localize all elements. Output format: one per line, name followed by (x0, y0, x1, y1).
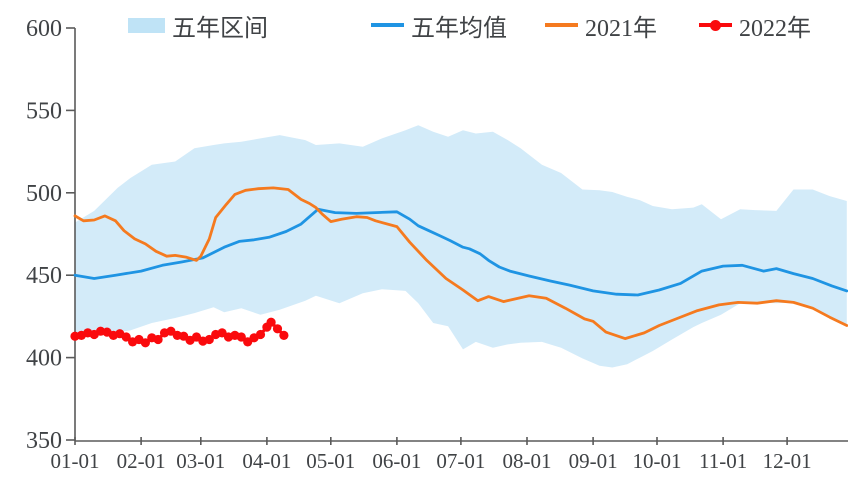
y-tick-label: 450 (26, 263, 62, 289)
x-tick-label: 12-01 (763, 449, 812, 473)
x-tick-label: 01-01 (51, 449, 100, 473)
y-tick-label: 600 (26, 16, 62, 42)
legend-item-range: 五年区间 (128, 8, 268, 42)
y2022-marker-dot (140, 338, 150, 348)
mean-line (73, 207, 848, 297)
line-marker-2022-swatch-icon (699, 19, 732, 31)
y2022-marker-dot (236, 332, 246, 342)
legend-item-2022: 2022年 (699, 8, 811, 42)
range-band-swatch-icon (128, 17, 165, 33)
x-tick-label: 10-01 (633, 449, 682, 473)
x-tick-label: 05-01 (306, 449, 355, 473)
y2021-line (73, 186, 848, 341)
x-tick-label: 08-01 (503, 449, 552, 473)
legend-label-2022: 2022年 (739, 15, 811, 42)
legend-label-mean: 五年均值 (411, 15, 507, 42)
x-tick-label: 06-01 (372, 449, 421, 473)
y2022-marker-dot (121, 332, 131, 342)
x-tick-label: 11-01 (699, 449, 747, 473)
x-tick-label: 09-01 (569, 449, 618, 473)
y-tick-label: 500 (26, 181, 62, 207)
x-tick-label: 07-01 (436, 449, 485, 473)
marker-dot-icon (710, 19, 721, 31)
x-tick-label: 03-01 (176, 449, 225, 473)
y2022-marker-dot (279, 330, 289, 340)
y2022-marker-dot (272, 324, 283, 334)
legend-item-mean: 五年均值 (371, 8, 507, 42)
y2022-marker-dot (204, 334, 214, 345)
mean-line-swatch-icon (371, 23, 404, 27)
y-tick-label: 350 (26, 428, 62, 454)
y2022-marker-dot (255, 329, 266, 340)
axes (66, 27, 848, 445)
x-tick-label: 04-01 (242, 449, 291, 473)
y2022-marker-dot (153, 334, 163, 345)
legend-label-range: 五年区间 (172, 15, 268, 42)
y-tick-label: 550 (26, 98, 62, 124)
line-2021-swatch-icon (545, 23, 578, 27)
x-tick-label: 02-01 (117, 449, 166, 473)
legend-label-2021: 2021年 (585, 15, 657, 42)
legend-item-2021: 2021年 (545, 8, 657, 42)
y2022-marker-dot (266, 317, 276, 327)
y-tick-label: 400 (26, 346, 62, 372)
